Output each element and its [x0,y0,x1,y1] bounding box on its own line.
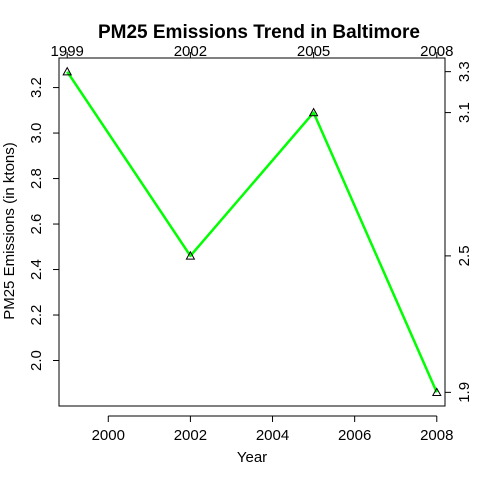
y-axis-label: PM25 Emissions (in ktons) [1,142,18,320]
y-tick-label-right: 3.1 [456,102,473,123]
series-line [66,70,438,393]
x-tick-label-top: 1999 [51,43,84,60]
data-point-marker [431,387,442,397]
y-tick-label-right: 3.3 [456,61,473,82]
y-tick-label-left: 2.0 [28,350,45,371]
y-tick-label-right: 1.9 [456,382,473,403]
x-tick-label-top: 2005 [297,43,330,60]
x-tick-label-bottom: 2006 [338,427,371,444]
plot-area [58,57,446,407]
y-tick-label-left: 2.2 [28,305,45,326]
y-tick-label-left: 3.0 [28,123,45,144]
axes: 2000 2002 2004 2006 2008 1999 2002 2005 2008 2.0 2… [28,43,473,444]
x-axis-label: Year [237,449,267,466]
x-tick-label-top: 2002 [174,43,207,60]
y-tick-label-left: 2.4 [28,259,45,280]
y-tick-label-left: 2.8 [28,168,45,189]
x-tick-label-bottom: 2004 [256,427,289,444]
y-tick-label-left: 3.2 [28,77,45,98]
data-point-marker [308,107,319,117]
y-tick-label-left: 2.6 [28,214,45,235]
data-point-marker [185,250,196,260]
chart-title: PM25 Emissions Trend in Baltimore [98,22,420,43]
x-tick-label-bottom: 2008 [420,427,453,444]
data-point-marker [62,66,73,76]
x-tick-label-top: 2008 [420,43,453,60]
x-tick-label-bottom: 2000 [92,427,125,444]
y-tick-label-right: 2.5 [456,245,473,266]
series-layer [62,66,442,397]
x-tick-label-bottom: 2002 [174,427,207,444]
